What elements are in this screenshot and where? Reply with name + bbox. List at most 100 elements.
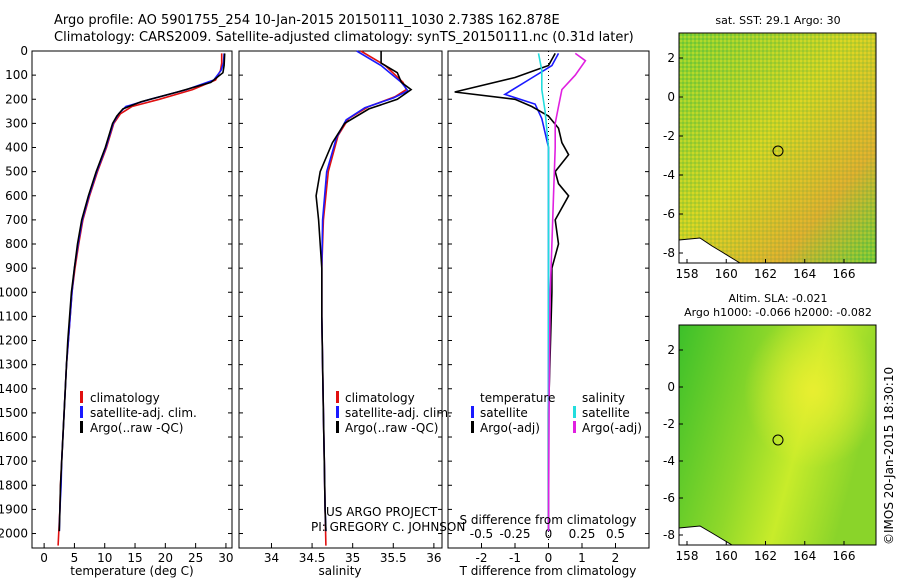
map-x-tick-label: 162 [754, 267, 777, 281]
x-tick-label: -1 [509, 551, 521, 565]
x-tick-label: 20 [158, 551, 173, 565]
map-y-tick-label: -4 [663, 454, 675, 468]
x-tick-label: 35.5 [380, 551, 407, 565]
x-tick-label: -2 [476, 551, 488, 565]
map-y-tick-label: -2 [663, 129, 675, 143]
depth-tick-label: 400 [5, 141, 28, 155]
series-line [57, 53, 223, 546]
sst-shading [679, 33, 876, 263]
map-y-tick-label: -6 [663, 491, 675, 505]
legend-label-s-argo: Argo(-adj) [582, 421, 642, 435]
map-x-tick-label: 164 [793, 267, 816, 281]
legend-swatch-satellite [336, 406, 339, 418]
series-line [315, 51, 413, 532]
x-tick-label: 35 [345, 551, 360, 565]
depth-tick-label: 800 [5, 237, 28, 251]
legend-title-temperature: temperature [480, 391, 555, 405]
series-line [321, 50, 410, 532]
legend-swatch-climatology [336, 391, 339, 403]
depth-tick-label: 700 [5, 213, 28, 227]
legend-label-satellite: satellite-adj. clim. [345, 406, 452, 420]
x-tick-label: 30 [218, 551, 233, 565]
difference-panel: -2 -1 0 1 2 -0.5 -0.25 0 0.25 0.5 [448, 50, 649, 565]
series-line [547, 52, 587, 532]
legend-label-t-satellite: satellite [480, 406, 528, 420]
legend-swatch-argo [336, 421, 339, 433]
legend-label-satellite: satellite-adj. clim. [90, 406, 197, 420]
s-diff-tick-label: -0.5 [470, 527, 493, 541]
legend-title-salinity: salinity [582, 391, 625, 405]
salinity-legend: climatology satellite-adj. clim. Argo(..… [336, 391, 452, 435]
legend-swatch-climatology [80, 391, 83, 403]
series-line [321, 50, 408, 546]
legend-label-argo: Argo(..raw -QC) [90, 421, 183, 435]
temperature-panel: 0 5 10 15 20 25 30 [32, 50, 234, 565]
depth-axis: 0 100 200 300 400 500 600 700 800 900 1000 1100 1200… [0, 44, 28, 541]
sla-map-axes: 158 160 162 164 166 2 0 -2 -4 -6 -8 [663, 343, 855, 563]
x-tick-label: 36 [426, 551, 441, 565]
project-credit: US ARGO PROJECT [326, 505, 438, 519]
x-tick-label: 25 [188, 551, 203, 565]
map-x-tick-label: 160 [715, 267, 738, 281]
depth-tick-label: 1600 [0, 430, 28, 444]
argo-float-marker [772, 434, 784, 446]
sla-map-frame [678, 324, 877, 546]
legend-label-t-argo: Argo(-adj) [480, 421, 540, 435]
depth-tick-label: 1400 [0, 382, 28, 396]
sst-map [678, 32, 877, 264]
map-x-tick-label: 158 [676, 549, 699, 563]
sla-map [678, 324, 877, 546]
sst-map-title: sat. SST: 29.1 Argo: 30 [715, 14, 840, 27]
map-x-tick-label: 162 [754, 549, 777, 563]
map-x-tick-label: 166 [833, 549, 856, 563]
header-line-1: Argo profile: AO 5901755_254 10-Jan-2015… [54, 13, 560, 28]
depth-tick-label: 1000 [0, 285, 28, 299]
s-diff-tick-label: 0 [545, 527, 553, 541]
x-tick-label: 1 [578, 551, 586, 565]
series-line [58, 53, 226, 532]
pi-credit: PI: GREGORY C. JOHNSON [311, 520, 465, 534]
depth-tick-label: 1300 [0, 358, 28, 372]
depth-tick-label: 300 [5, 116, 28, 130]
sla-map-subtitle: Argo h1000: -0.066 h2000: -0.082 [684, 306, 872, 319]
depth-tick-label: 600 [5, 189, 28, 203]
legend-swatch-satellite [80, 406, 83, 418]
x-tick-label: 15 [127, 551, 142, 565]
legend-label-climatology: climatology [90, 391, 160, 405]
series-line [537, 53, 550, 532]
temperature-axis-label: temperature (deg C) [70, 564, 193, 578]
imos-credit: ©IMOS 20-Jan-2015 18:30:10 [882, 367, 896, 545]
legend-swatch-t-argo [471, 421, 474, 433]
temperature-legend: climatology satellite-adj. clim. Argo(..… [80, 391, 197, 435]
series-line [454, 53, 570, 532]
depth-tick-label: 200 [5, 92, 28, 106]
depth-tick-label: 1200 [0, 334, 28, 348]
x-tick-label: 5 [71, 551, 79, 565]
map-y-tick-label: 0 [667, 380, 675, 394]
depth-tick-label: 100 [5, 68, 28, 82]
legend-swatch-argo [80, 421, 83, 433]
sla-map-title: Altim. SLA: -0.021 [728, 292, 827, 305]
map-y-tick-label: -8 [663, 246, 675, 260]
depth-tick-label: 1700 [0, 454, 28, 468]
series-line [58, 53, 225, 532]
argo-float-marker [772, 145, 784, 157]
x-tick-label: 0 [545, 551, 553, 565]
header-line-2: Climatology: CARS2009. Satellite-adjuste… [54, 30, 634, 45]
depth-tick-label: 500 [5, 165, 28, 179]
map-y-tick-label: -6 [663, 207, 675, 221]
legend-label-s-satellite: satellite [582, 406, 630, 420]
salinity-axis-label: salinity [318, 564, 361, 578]
legend-swatch-s-satellite [573, 406, 576, 418]
depth-tick-label: 1800 [0, 478, 28, 492]
depth-tick-label: 1100 [0, 309, 28, 323]
salinity-panel-frame [238, 50, 443, 549]
map-x-tick-label: 164 [793, 549, 816, 563]
s-diff-tick-label: -0.25 [499, 527, 530, 541]
map-y-tick-label: 0 [667, 90, 675, 104]
x-tick-label: 10 [97, 551, 112, 565]
legend-label-argo: Argo(..raw -QC) [345, 421, 438, 435]
depth-tick-label: 2000 [0, 527, 28, 541]
map-x-tick-label: 166 [833, 267, 856, 281]
depth-tick-label: 0 [20, 44, 28, 58]
